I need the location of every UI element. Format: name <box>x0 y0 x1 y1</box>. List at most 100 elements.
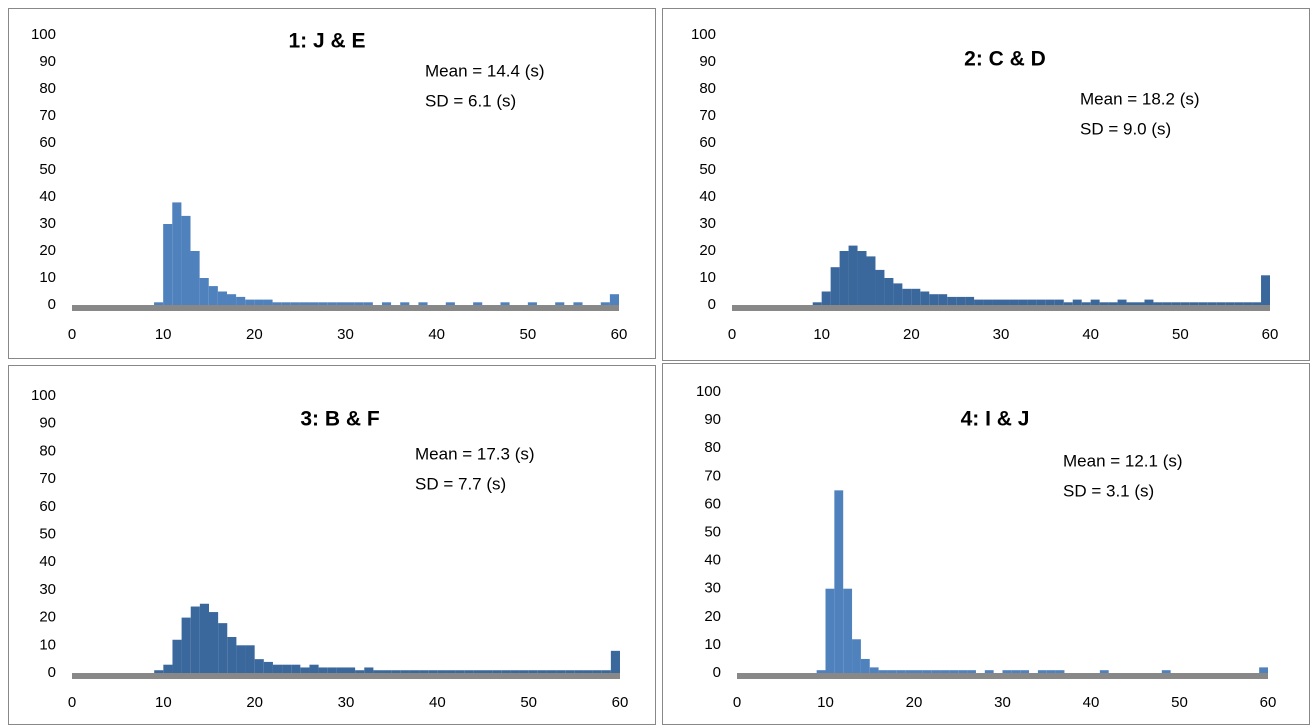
bar <box>492 670 502 673</box>
bar <box>218 623 228 673</box>
annotation: Mean = 12.1 (s) <box>1063 451 1183 470</box>
bar <box>227 636 237 673</box>
bar <box>565 670 575 673</box>
bar <box>956 296 966 305</box>
x-tick-label: 40 <box>429 694 446 711</box>
bar <box>1252 302 1262 305</box>
bar <box>914 670 923 673</box>
chart-title: 4: I & J <box>961 408 1030 431</box>
x-tick-label: 50 <box>1172 326 1189 343</box>
bar <box>1011 670 1021 673</box>
bar <box>501 670 511 673</box>
x-tick-label: 60 <box>612 694 629 711</box>
bar <box>199 278 209 305</box>
y-tick-label: 40 <box>704 552 721 569</box>
bar <box>1037 670 1047 673</box>
x-tick-label: 50 <box>1171 694 1188 711</box>
y-tick-label: 90 <box>699 53 716 70</box>
bar <box>309 302 319 305</box>
y-tick-label: 30 <box>699 215 716 232</box>
x-tick-label: 20 <box>246 694 263 711</box>
bar <box>983 299 993 305</box>
y-tick-label: 80 <box>39 442 56 459</box>
annotation: SD = 7.7 (s) <box>415 474 506 493</box>
bar <box>190 251 200 305</box>
chart-title: 2: C & D <box>964 48 1046 71</box>
bar <box>318 667 328 673</box>
x-tick-label: 10 <box>817 694 834 711</box>
bar <box>940 670 950 673</box>
bar <box>938 294 948 305</box>
y-tick-label: 20 <box>39 242 56 259</box>
bar <box>500 302 510 305</box>
annotation: Mean = 17.3 (s) <box>415 444 535 463</box>
bar <box>154 302 164 305</box>
x-tick-label: 40 <box>1083 694 1100 711</box>
panel-frame <box>8 8 656 359</box>
bar <box>1090 299 1100 305</box>
bar <box>920 291 930 305</box>
bar <box>282 664 292 673</box>
y-tick-label: 40 <box>699 188 716 205</box>
y-tick-label: 20 <box>699 242 716 259</box>
bar <box>281 302 291 305</box>
bar <box>1161 670 1171 673</box>
x-tick-label: 30 <box>994 694 1011 711</box>
y-tick-label: 50 <box>39 161 56 178</box>
bar <box>263 299 273 305</box>
x-tick-label: 40 <box>1082 326 1099 343</box>
bar <box>245 299 255 305</box>
bar <box>869 667 879 673</box>
bar <box>355 670 365 673</box>
bar <box>154 670 164 673</box>
bar <box>1001 299 1010 305</box>
bar <box>857 251 867 305</box>
y-tick-label: 20 <box>39 609 56 626</box>
bar <box>931 670 941 673</box>
y-tick-label: 80 <box>704 439 721 456</box>
bar <box>893 283 903 305</box>
bar <box>848 245 858 305</box>
bar <box>965 296 975 305</box>
bar <box>327 667 337 673</box>
bar <box>181 617 191 673</box>
x-tick-label: 10 <box>813 326 830 343</box>
x-tick-label: 50 <box>520 694 537 711</box>
bar <box>245 645 255 673</box>
bar <box>821 291 831 305</box>
y-tick-label: 0 <box>48 664 56 681</box>
y-tick-label: 30 <box>39 581 56 598</box>
bar <box>1055 670 1065 673</box>
bar <box>1261 275 1270 305</box>
bar <box>843 588 853 673</box>
bar <box>254 659 264 673</box>
bar <box>400 302 410 305</box>
bar <box>573 302 583 305</box>
bar <box>1189 302 1199 305</box>
y-tick-label: 60 <box>39 498 56 515</box>
y-tick-label: 40 <box>39 188 56 205</box>
bar <box>1054 299 1064 305</box>
chart-title: 3: B & F <box>300 408 380 431</box>
bar <box>884 278 894 305</box>
bar <box>363 302 373 305</box>
bar <box>875 269 885 305</box>
bar <box>226 294 237 305</box>
chart-title: 1: J & E <box>288 30 365 53</box>
bar <box>291 664 301 673</box>
bar <box>163 664 173 673</box>
y-tick-label: 50 <box>699 161 716 178</box>
bar <box>400 670 410 673</box>
bar <box>464 670 474 673</box>
bar <box>609 294 619 305</box>
bar <box>437 670 447 673</box>
bar <box>445 302 455 305</box>
bar <box>163 224 173 305</box>
bar <box>346 667 356 673</box>
y-tick-label: 60 <box>699 134 716 151</box>
x-tick-label: 60 <box>611 326 628 343</box>
bar <box>537 670 547 673</box>
y-tick-label: 90 <box>704 411 721 428</box>
bar <box>217 291 227 305</box>
bar <box>236 296 246 305</box>
